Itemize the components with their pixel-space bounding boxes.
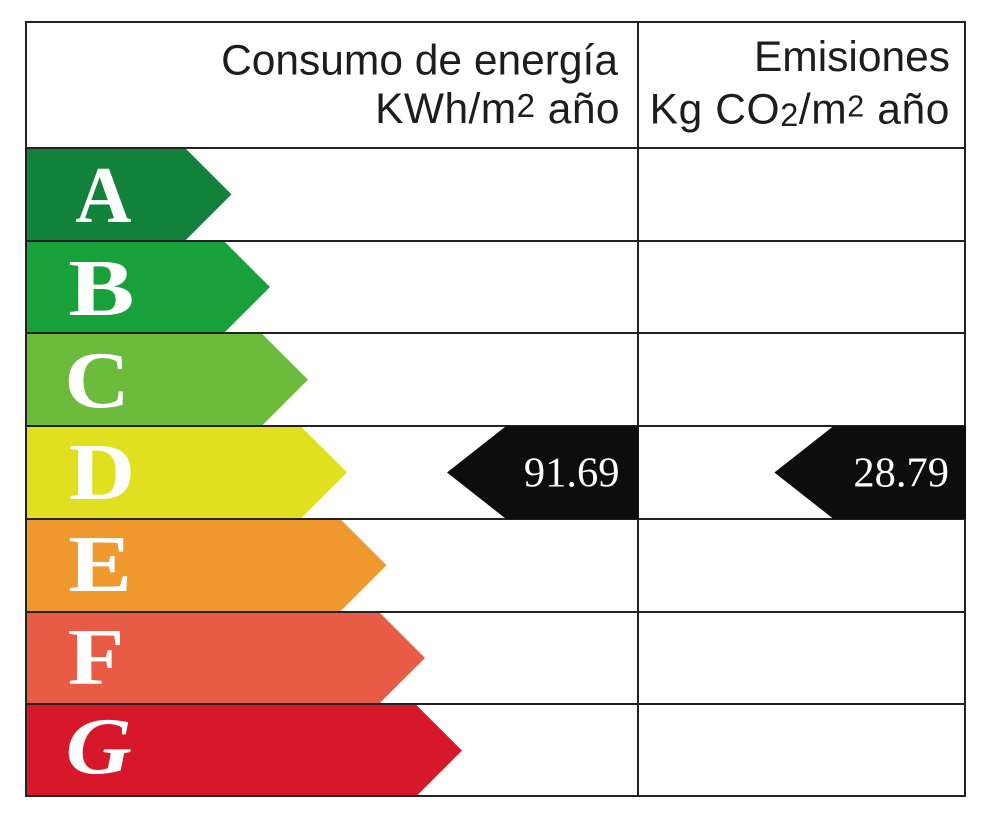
svg-text:A: A — [75, 151, 131, 241]
svg-text:Emisiones: Emisiones — [754, 34, 950, 81]
svg-text:Kg CO2/m2 año: Kg CO2/m2 año — [650, 86, 950, 133]
svg-text:KWh/m2 año: KWh/m2 año — [375, 86, 620, 133]
svg-text:Consumo de energía: Consumo de energía — [221, 37, 618, 84]
svg-text:28.79: 28.79 — [853, 450, 949, 497]
svg-text:C: C — [64, 334, 129, 425]
svg-text:G: G — [66, 701, 132, 791]
svg-text:B: B — [68, 243, 134, 333]
svg-text:E: E — [68, 520, 132, 610]
svg-text:D: D — [69, 427, 135, 517]
svg-text:F: F — [68, 611, 125, 701]
svg-text:91.69: 91.69 — [524, 450, 620, 497]
